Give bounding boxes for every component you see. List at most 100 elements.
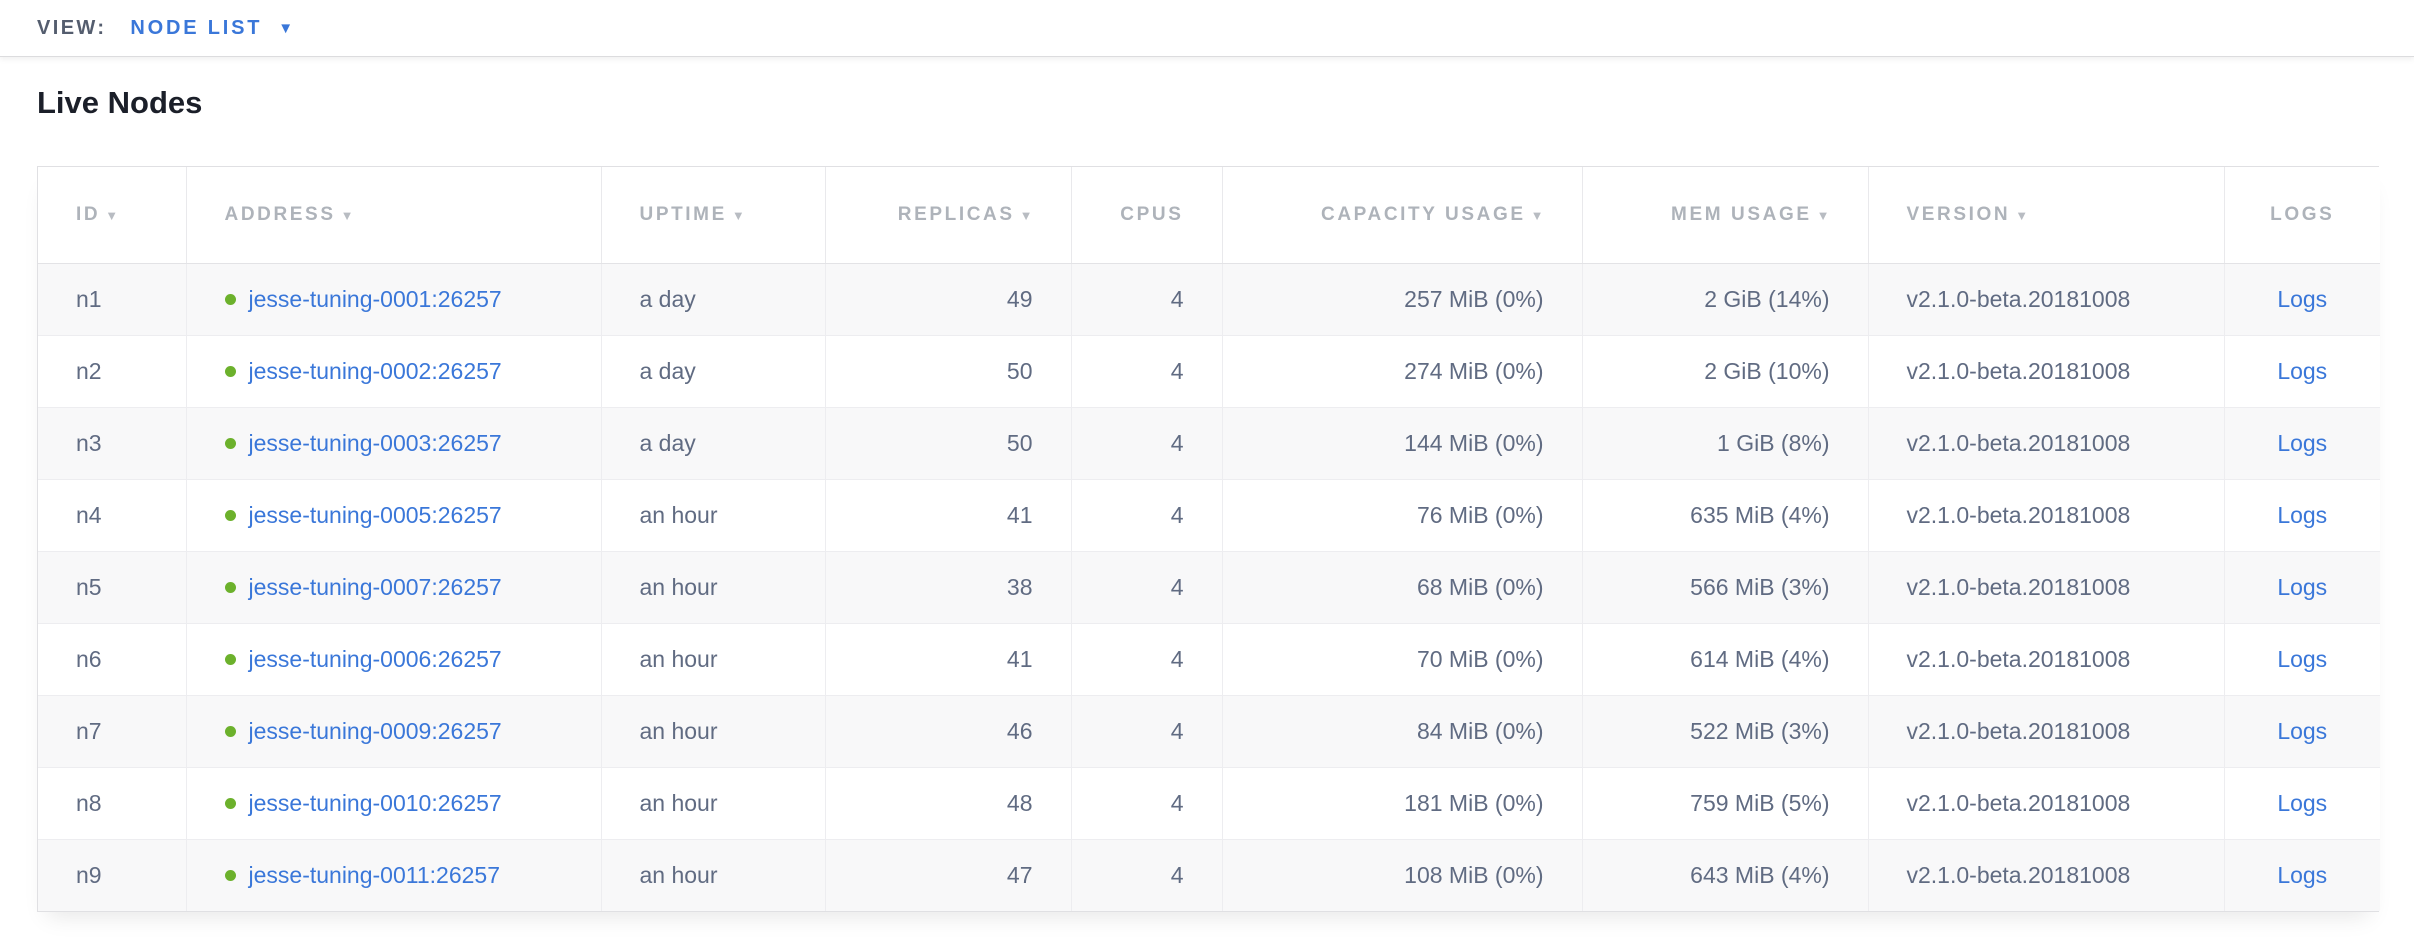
node-address-link[interactable]: jesse-tuning-0009:26257 (248, 717, 502, 744)
node-logs-link[interactable]: Logs (2277, 285, 2328, 312)
node-logs-link[interactable]: Logs (2277, 573, 2328, 600)
node-version-cell: v2.1.0-beta.20181008 (1868, 335, 2225, 408)
node-uptime-cell: a day (601, 407, 826, 480)
node-cpus-cell: 4 (1071, 695, 1223, 768)
node-logs-link[interactable]: Logs (2277, 429, 2328, 456)
page-content: Live Nodes ID ▼ ADDRESS ▼ UPTIME ▼ REPLICAS ▼ CP… (0, 83, 2414, 912)
node-logs-link[interactable]: Logs (2277, 789, 2328, 816)
column-header-replicas[interactable]: REPLICAS ▼ (825, 167, 1072, 264)
table-header: ID ▼ ADDRESS ▼ UPTIME ▼ REPLICAS ▼ CPUS CAPACITY … (38, 167, 2380, 264)
column-header-mem[interactable]: MEM USAGE ▼ (1582, 167, 1869, 264)
node-capacity-cell: 76 MiB (0%) (1222, 479, 1583, 552)
view-label: VIEW: (37, 16, 107, 39)
node-version-cell: v2.1.0-beta.20181008 (1868, 479, 2225, 552)
column-label: ADDRESS (224, 203, 336, 225)
node-address-cell: jesse-tuning-0002:26257 (186, 335, 602, 408)
node-uptime-cell: an hour (601, 839, 826, 911)
node-logs-cell: Logs (2224, 695, 2380, 768)
node-version-cell: v2.1.0-beta.20181008 (1868, 407, 2225, 480)
node-address-cell: jesse-tuning-0006:26257 (186, 623, 602, 696)
node-logs-link[interactable]: Logs (2277, 501, 2328, 528)
node-cpus-cell: 4 (1071, 839, 1223, 911)
chevron-down-icon: ▼ (278, 19, 294, 37)
node-version-cell: v2.1.0-beta.20181008 (1868, 695, 2225, 768)
sort-arrow-icon: ▼ (1019, 207, 1033, 223)
node-capacity-cell: 181 MiB (0%) (1222, 767, 1583, 840)
view-dropdown-value: NODE LIST (130, 16, 263, 39)
node-uptime-cell: a day (601, 335, 826, 408)
node-live-status-icon (224, 653, 236, 665)
column-label: REPLICAS (897, 203, 1015, 225)
node-replicas-cell: 46 (825, 695, 1072, 768)
node-cpus-cell: 4 (1071, 623, 1223, 696)
node-live-status-icon (224, 869, 236, 881)
node-address-link[interactable]: jesse-tuning-0006:26257 (248, 645, 502, 672)
node-capacity-cell: 84 MiB (0%) (1222, 695, 1583, 768)
node-row-n7: n7 jesse-tuning-0009:26257 an hour 46 4 84 Mi… (38, 695, 2380, 768)
node-address-link[interactable]: jesse-tuning-0002:26257 (248, 357, 502, 384)
node-logs-link[interactable]: Logs (2277, 645, 2328, 672)
node-address-cell: jesse-tuning-0003:26257 (186, 407, 602, 480)
node-capacity-cell: 68 MiB (0%) (1222, 551, 1583, 624)
node-address-link[interactable]: jesse-tuning-0007:26257 (248, 573, 502, 600)
node-live-status-icon (224, 509, 236, 521)
column-header-address[interactable]: ADDRESS ▼ (186, 167, 602, 264)
node-address-cell: jesse-tuning-0011:26257 (186, 839, 602, 911)
node-logs-link[interactable]: Logs (2277, 357, 2328, 384)
live-nodes-table: ID ▼ ADDRESS ▼ UPTIME ▼ REPLICAS ▼ CPUS CAPACITY … (38, 167, 2380, 911)
node-address-link[interactable]: jesse-tuning-0001:26257 (248, 285, 502, 312)
node-address-link[interactable]: jesse-tuning-0010:26257 (248, 789, 502, 816)
node-cpus-cell: 4 (1071, 263, 1223, 336)
sort-arrow-icon: ▼ (1530, 207, 1544, 223)
node-uptime-cell: an hour (601, 767, 826, 840)
column-header-capacity[interactable]: CAPACITY USAGE ▼ (1222, 167, 1583, 264)
live-nodes-table-container: ID ▼ ADDRESS ▼ UPTIME ▼ REPLICAS ▼ CPUS CAPACITY … (37, 166, 2380, 912)
sort-arrow-icon: ▼ (105, 207, 119, 223)
view-dropdown[interactable]: NODE LIST ▼ (130, 17, 293, 40)
node-replicas-cell: 38 (825, 551, 1072, 624)
node-logs-cell: Logs (2224, 623, 2380, 696)
node-logs-cell: Logs (2224, 839, 2380, 911)
node-capacity-cell: 144 MiB (0%) (1222, 407, 1583, 480)
node-logs-link[interactable]: Logs (2277, 717, 2328, 744)
column-header-version[interactable]: VERSION ▼ (1868, 167, 2225, 264)
node-replicas-cell: 41 (825, 479, 1072, 552)
node-address-link[interactable]: jesse-tuning-0005:26257 (248, 501, 502, 528)
node-id-cell: n2 (38, 335, 187, 408)
node-address-link[interactable]: jesse-tuning-0011:26257 (248, 861, 500, 888)
column-label: LOGS (2270, 203, 2335, 225)
column-header-uptime[interactable]: UPTIME ▼ (601, 167, 826, 264)
node-uptime-cell: an hour (601, 695, 826, 768)
column-header-cpus: CPUS (1071, 167, 1223, 264)
node-mem-cell: 2 GiB (14%) (1582, 263, 1869, 336)
table-header-row: ID ▼ ADDRESS ▼ UPTIME ▼ REPLICAS ▼ CPUS CAPACITY … (38, 167, 2380, 264)
node-logs-link[interactable]: Logs (2277, 861, 2328, 888)
page-title: Live Nodes (37, 85, 203, 120)
node-capacity-cell: 257 MiB (0%) (1222, 263, 1583, 336)
node-logs-cell: Logs (2224, 407, 2380, 480)
top-bar: VIEW: NODE LIST ▼ (0, 0, 2414, 57)
node-capacity-cell: 70 MiB (0%) (1222, 623, 1583, 696)
node-cpus-cell: 4 (1071, 767, 1223, 840)
node-row-n2: n2 jesse-tuning-0002:26257 a day 50 4 274 MiB… (38, 335, 2380, 408)
node-version-cell: v2.1.0-beta.20181008 (1868, 767, 2225, 840)
node-mem-cell: 635 MiB (4%) (1582, 479, 1869, 552)
column-header-logs: LOGS (2224, 167, 2380, 264)
node-row-n1: n1 jesse-tuning-0001:26257 a day 49 4 257 MiB… (38, 263, 2380, 336)
node-row-n4: n4 jesse-tuning-0005:26257 an hour 41 4 76 Mi… (38, 479, 2380, 552)
node-live-status-icon (224, 293, 236, 305)
node-live-status-icon (224, 365, 236, 377)
node-uptime-cell: an hour (601, 623, 826, 696)
node-mem-cell: 643 MiB (4%) (1582, 839, 1869, 911)
node-id-cell: n8 (38, 767, 187, 840)
column-label: VERSION (1906, 203, 2011, 225)
node-logs-cell: Logs (2224, 335, 2380, 408)
node-replicas-cell: 48 (825, 767, 1072, 840)
column-header-id[interactable]: ID ▼ (38, 167, 187, 264)
node-row-n5: n5 jesse-tuning-0007:26257 an hour 38 4 68 Mi… (38, 551, 2380, 624)
node-address-link[interactable]: jesse-tuning-0003:26257 (248, 429, 502, 456)
sort-arrow-icon: ▼ (2015, 207, 2029, 223)
node-id-cell: n7 (38, 695, 187, 768)
node-cpus-cell: 4 (1071, 335, 1223, 408)
sort-arrow-icon: ▼ (1816, 207, 1830, 223)
